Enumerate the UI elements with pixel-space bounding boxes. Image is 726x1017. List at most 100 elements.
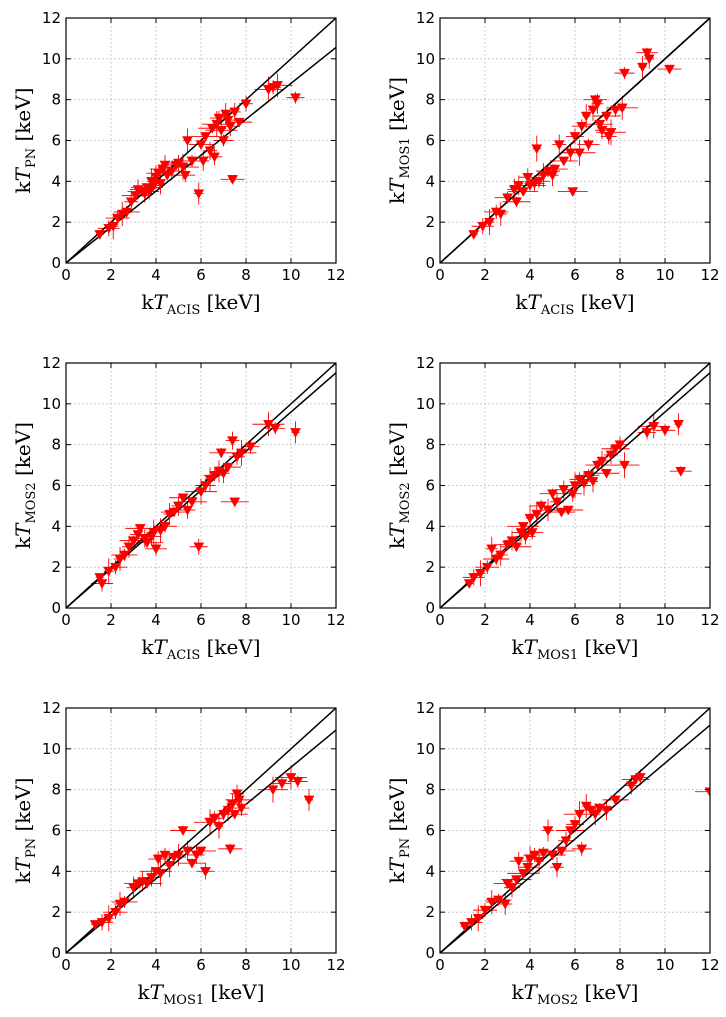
- y-tick-label: 10: [42, 50, 61, 68]
- data-point: [610, 105, 621, 116]
- data-point: [148, 181, 160, 191]
- data-point: [619, 460, 630, 471]
- x-tick-label: 8: [615, 266, 625, 284]
- data-point: [542, 826, 554, 837]
- data-point: [475, 569, 486, 579]
- data-point: [209, 152, 220, 163]
- data-point: [468, 230, 480, 240]
- data-point: [601, 111, 612, 122]
- x-tick-label: 12: [326, 611, 345, 629]
- data-point: [567, 489, 579, 500]
- data-point: [520, 532, 531, 543]
- data-point: [141, 879, 153, 890]
- data-point: [517, 187, 529, 198]
- data-point: [641, 428, 653, 438]
- data-point: [231, 452, 243, 463]
- data-point: [191, 850, 202, 861]
- data-point: [583, 471, 594, 481]
- data-point: [119, 897, 130, 908]
- data-point: [576, 844, 588, 855]
- x-tick-label: 2: [480, 611, 490, 629]
- data-point: [569, 481, 581, 492]
- data-point: [547, 170, 558, 181]
- x-tick-label: 8: [241, 611, 251, 629]
- data-point: [659, 426, 671, 436]
- data-point: [146, 873, 157, 883]
- x-tick-label: 0: [61, 956, 71, 974]
- data-point: [562, 505, 574, 516]
- data-point: [179, 170, 191, 181]
- data-point: [200, 132, 211, 142]
- data-point: [556, 846, 567, 857]
- data-point: [592, 99, 603, 110]
- x-tick-label: 6: [196, 266, 206, 284]
- data-point: [502, 193, 513, 204]
- data-point: [272, 81, 283, 91]
- data-point: [477, 222, 489, 232]
- y-tick-label: 12: [42, 9, 61, 27]
- data-point: [484, 217, 495, 228]
- plot-area: [440, 363, 710, 608]
- data-point: [605, 450, 617, 461]
- x-tick-label: 10: [655, 611, 674, 629]
- plot-area: [66, 708, 336, 953]
- data-point: [616, 103, 628, 114]
- y-tick-label: 2: [51, 213, 61, 231]
- x-tick-label: 0: [61, 266, 71, 284]
- data-point: [499, 899, 511, 910]
- data-point: [159, 522, 171, 532]
- data-point: [233, 117, 245, 128]
- data-point: [200, 481, 211, 492]
- y-tick-label: 8: [425, 91, 435, 109]
- data-point: [490, 554, 502, 565]
- plot-area: [66, 18, 336, 263]
- x-tick-label: 0: [435, 611, 445, 629]
- data-point: [511, 542, 522, 553]
- data-point: [513, 181, 525, 191]
- data-point: [594, 119, 606, 130]
- data-point: [479, 905, 491, 916]
- data-point: [511, 875, 522, 886]
- data-point: [222, 462, 234, 473]
- data-point: [565, 826, 576, 837]
- x-axis-label: kTMOS1 [keV]: [138, 980, 265, 1008]
- data-point: [209, 471, 220, 481]
- data-point: [96, 579, 108, 590]
- x-axis-label: kTMOS2 [keV]: [512, 980, 639, 1008]
- y-tick-label: 8: [51, 781, 61, 799]
- data-point: [547, 489, 558, 500]
- data-point: [643, 54, 655, 65]
- y-tick-label: 2: [51, 903, 61, 921]
- y-tick-label: 12: [416, 354, 435, 372]
- data-point: [159, 850, 171, 861]
- data-point: [128, 536, 139, 547]
- data-point: [533, 856, 545, 867]
- data-point: [610, 795, 621, 806]
- data-point: [110, 907, 121, 918]
- data-point: [625, 781, 637, 792]
- x-tick-label: 4: [151, 611, 161, 629]
- data-point: [303, 795, 315, 806]
- data-point: [103, 914, 115, 924]
- data-point: [587, 105, 599, 116]
- y-tick-label: 2: [425, 903, 435, 921]
- data-point: [231, 789, 243, 800]
- data-point: [166, 166, 178, 177]
- data-point: [107, 222, 119, 232]
- data-point: [538, 170, 549, 181]
- data-point: [583, 140, 594, 151]
- x-tick-label: 10: [655, 956, 674, 974]
- data-point: [224, 121, 236, 132]
- data-point: [114, 554, 126, 565]
- data-point: [125, 197, 137, 208]
- data-point: [269, 424, 281, 434]
- data-point: [195, 846, 207, 857]
- x-tick-label: 4: [151, 956, 161, 974]
- x-tick-label: 6: [570, 956, 580, 974]
- y-axis-label: kTMOS2 [keV]: [11, 422, 39, 549]
- data-point: [177, 493, 189, 504]
- data-point: [596, 456, 608, 467]
- data-point: [161, 170, 173, 181]
- data-point: [195, 140, 207, 151]
- data-point: [637, 62, 648, 73]
